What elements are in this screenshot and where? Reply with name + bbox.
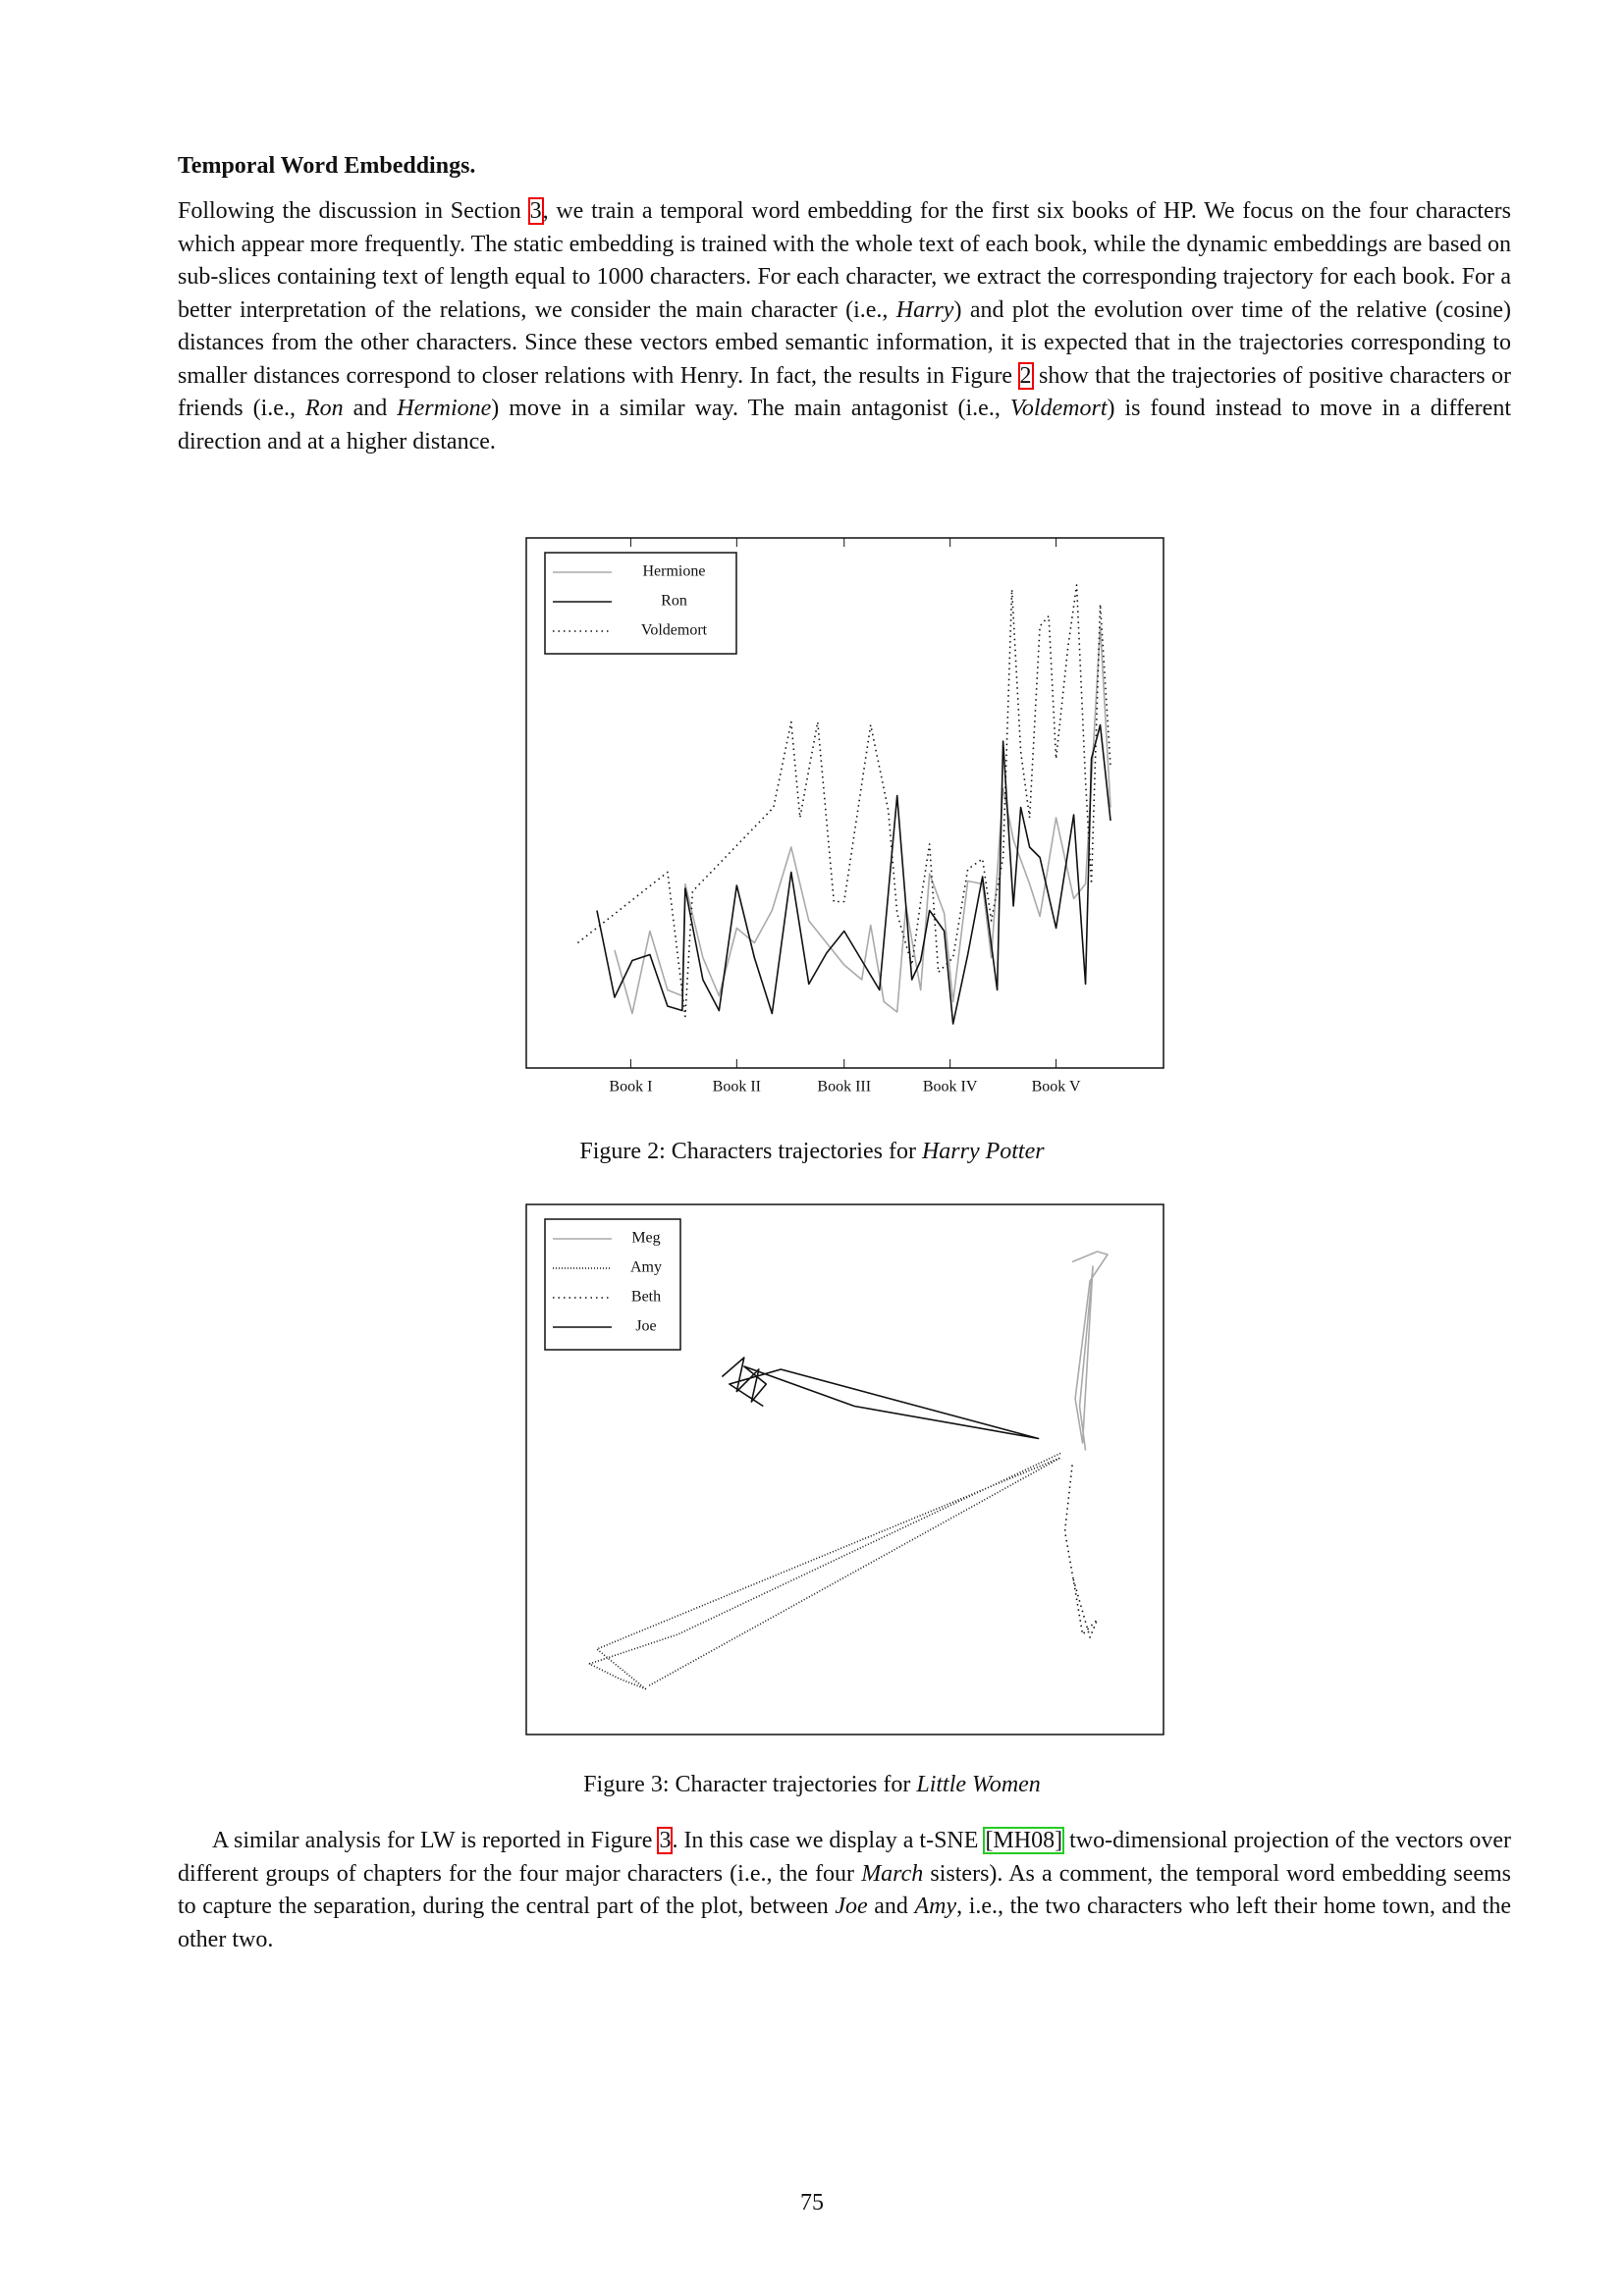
italic-text: Harry bbox=[895, 296, 954, 323]
page-number: 75 bbox=[800, 2190, 824, 2216]
text: and bbox=[867, 1894, 915, 1919]
italic-text: Amy bbox=[914, 1894, 957, 1919]
legend-box bbox=[544, 1218, 681, 1351]
italic-text: Ron bbox=[304, 396, 344, 421]
text: . In this case we display a t-SNE bbox=[672, 1828, 985, 1853]
text: and bbox=[343, 396, 398, 421]
section-heading: Temporal Word Embeddings. bbox=[178, 153, 476, 179]
italic-text: Little Women bbox=[916, 1772, 1041, 1797]
italic-text: Hermione bbox=[397, 396, 492, 421]
plot-frame bbox=[525, 537, 1164, 1069]
text: ) is found instead to move in a differen… bbox=[178, 396, 1511, 454]
text: A similar analysis for LW is reported in… bbox=[212, 1828, 659, 1853]
citation[interactable]: [MH08] bbox=[983, 1827, 1065, 1854]
text: Following the discussion in Section bbox=[178, 198, 529, 224]
series-line bbox=[1063, 1465, 1099, 1638]
series-line bbox=[721, 1357, 1040, 1440]
figure-ref[interactable]: 2 bbox=[1017, 361, 1034, 390]
figure-caption: Figure 2: Characters trajectories for Ha… bbox=[0, 1139, 1624, 1165]
series-line bbox=[588, 1452, 1061, 1690]
series-line bbox=[1071, 1251, 1109, 1451]
series-line bbox=[614, 625, 1111, 1015]
text: ) and plot the evolution over time of th… bbox=[178, 296, 1511, 389]
legend-box bbox=[544, 552, 737, 655]
italic-text: Joe bbox=[835, 1894, 868, 1919]
x-tick-label: Book I bbox=[609, 1079, 652, 1095]
legend-label: Voldemort bbox=[641, 622, 708, 639]
text: Figure 2: Characters trajectories for bbox=[579, 1139, 922, 1164]
text: show that the trajectories of positive c… bbox=[178, 362, 1511, 422]
paragraph: A similar analysis for LW is reported in… bbox=[178, 1825, 1511, 1956]
text: ) move in a similar way. The main antago… bbox=[491, 396, 1010, 421]
x-tick-label: Book III bbox=[817, 1079, 871, 1095]
x-tick-label: Book II bbox=[713, 1079, 761, 1095]
series-line bbox=[596, 723, 1111, 1025]
plot-frame bbox=[525, 1203, 1164, 1735]
text: two-dimensional projection of the vector… bbox=[178, 1828, 1512, 1887]
legend-label: Ron bbox=[661, 593, 687, 610]
italic-text: Harry Potter bbox=[921, 1139, 1045, 1164]
legend-label: Meg bbox=[631, 1230, 660, 1247]
text: sisters). As a comment, the temporal wor… bbox=[178, 1860, 1511, 1920]
series-line bbox=[576, 584, 1111, 1018]
text: Figure 3: Character trajectories for bbox=[583, 1772, 917, 1797]
text: , i.e., the two characters who left thei… bbox=[178, 1894, 1511, 1952]
section-ref[interactable]: 3 bbox=[527, 197, 544, 225]
italic-text: March bbox=[861, 1860, 924, 1887]
figure-caption: Figure 3: Character trajectories for Lit… bbox=[0, 1772, 1624, 1798]
paragraph: Following the discussion in Section 3, w… bbox=[178, 195, 1511, 458]
legend-label: Beth bbox=[631, 1289, 661, 1306]
legend-label: Hermione bbox=[643, 563, 706, 580]
x-tick-label: Book V bbox=[1032, 1079, 1081, 1095]
italic-text: Voldemort bbox=[1009, 396, 1108, 421]
x-tick-label: Book IV bbox=[923, 1079, 978, 1095]
text: , we train a temporal word embedding for… bbox=[178, 198, 1512, 323]
legend-label: Amy bbox=[630, 1259, 662, 1276]
legend-label: Joe bbox=[635, 1318, 656, 1335]
figure-ref[interactable]: 3 bbox=[657, 1827, 674, 1854]
